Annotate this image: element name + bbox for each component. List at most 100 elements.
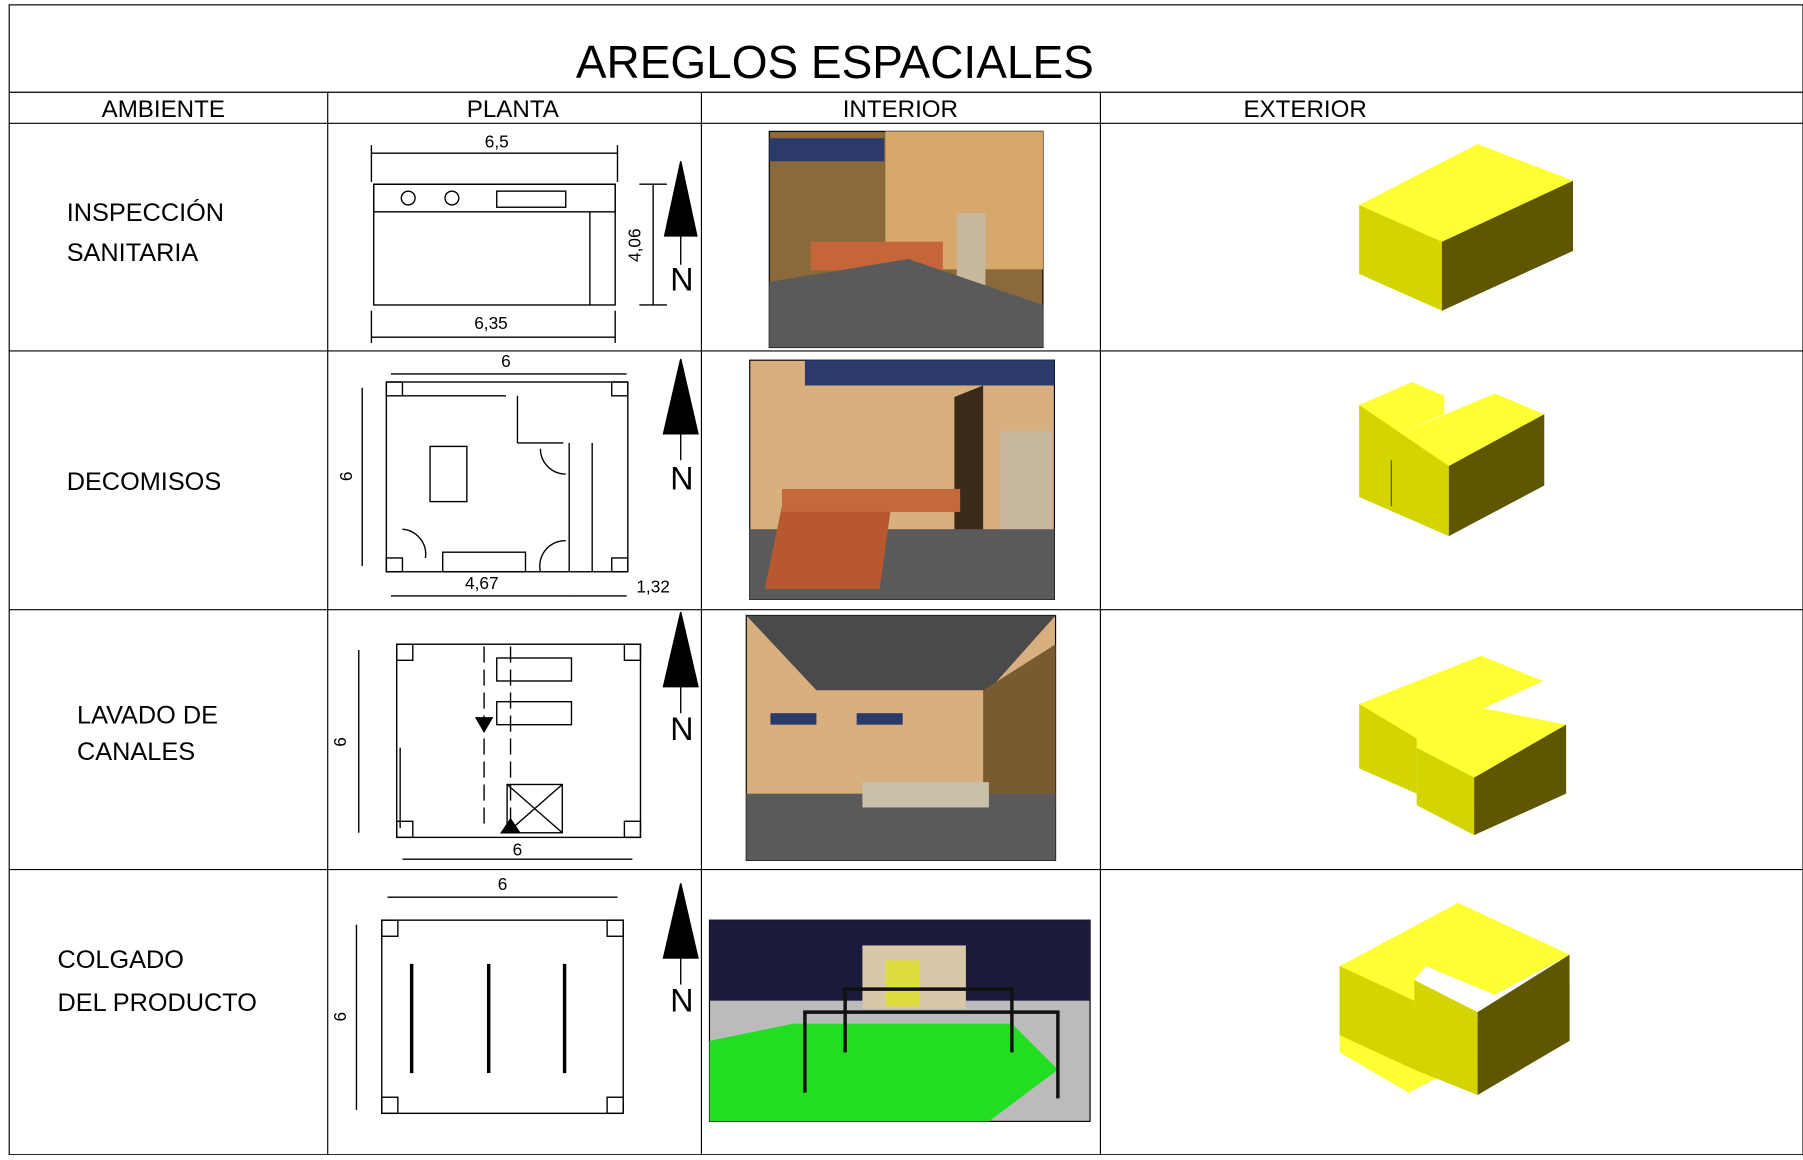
dimension: 1,32 <box>636 576 670 596</box>
polygon-shape <box>662 883 699 959</box>
rect-shape <box>770 713 817 725</box>
rect-shape <box>623 643 642 661</box>
rect-shape <box>804 360 1055 386</box>
polygon-shape <box>1359 204 1442 311</box>
rect-shape <box>429 445 468 503</box>
rect-shape <box>496 700 573 726</box>
dimension: 6 <box>498 874 508 894</box>
polygon-shape <box>1441 180 1574 311</box>
dimension: 4,67 <box>465 573 499 593</box>
polygon-shape <box>1359 405 1449 537</box>
rect-shape <box>381 919 624 1115</box>
rect-shape <box>385 381 404 397</box>
rect-shape <box>781 488 961 512</box>
polygon-shape <box>1416 747 1475 836</box>
polygon-shape <box>662 358 699 435</box>
title: AREGLOS ESPACIALES <box>576 36 1094 88</box>
header: EXTERIOR <box>1243 96 1366 123</box>
rect-shape <box>611 381 629 397</box>
north: N <box>670 261 693 297</box>
rect-shape <box>1000 431 1053 547</box>
dimension: 6,5 <box>485 131 509 151</box>
rect-shape <box>381 919 399 937</box>
rect-shape <box>623 820 642 839</box>
rect-shape <box>606 919 624 937</box>
exterior-volume <box>1359 143 1574 311</box>
rect-shape <box>606 1096 624 1115</box>
rect-shape <box>381 1096 399 1115</box>
room-name: SANITARIA <box>67 239 199 267</box>
room-name: DEL PRODUCTO <box>57 989 256 1017</box>
polygon-shape <box>983 644 1056 806</box>
room-name: DECOMISOS <box>67 468 222 496</box>
polygon-shape <box>500 817 522 834</box>
path-shape <box>539 540 566 572</box>
header: INTERIOR <box>843 96 958 123</box>
polygon-shape <box>764 506 892 589</box>
north: N <box>670 460 693 496</box>
rect-shape <box>496 190 567 208</box>
polygon-shape <box>1339 966 1415 1070</box>
path-shape <box>539 448 566 475</box>
room-name: LAVADO DE <box>77 701 218 729</box>
dimension: 6 <box>501 351 511 371</box>
rect-shape <box>611 557 629 573</box>
exterior-volume <box>1339 902 1570 1095</box>
path-shape <box>402 528 427 559</box>
exterior-volume <box>1359 382 1545 537</box>
exterior-volume <box>1359 655 1567 836</box>
polygon-shape <box>746 615 1056 691</box>
rect-shape <box>396 820 414 839</box>
rect-shape <box>856 713 903 725</box>
interior-render <box>749 359 1056 600</box>
interior-render <box>708 919 1091 1122</box>
floor-plan <box>358 611 699 860</box>
polygon-shape <box>1448 414 1545 537</box>
header: AMBIENTE <box>102 96 225 123</box>
room-name: COLGADO <box>57 946 183 974</box>
rect-shape <box>385 557 404 573</box>
north: N <box>670 711 693 747</box>
rect-shape <box>506 783 563 834</box>
path-shape <box>843 987 1014 1053</box>
room-name: INSPECCIÓN <box>67 198 224 227</box>
polygon-shape <box>663 161 698 237</box>
north: N <box>670 982 693 1018</box>
polygon-shape <box>1359 655 1567 778</box>
line-shape <box>506 783 563 834</box>
rect-shape <box>496 657 573 682</box>
polygon-shape <box>1414 979 1478 1095</box>
rect-shape <box>396 643 414 661</box>
rect-shape <box>373 183 616 213</box>
polygon-shape <box>769 258 1043 348</box>
rect-shape <box>396 643 642 839</box>
circle-shape <box>400 190 416 206</box>
dimension: 6 <box>513 840 523 860</box>
interior-render <box>745 614 1057 861</box>
polygon-shape <box>662 611 699 688</box>
dimension: 6 <box>330 737 350 747</box>
g-shape <box>803 987 1060 1099</box>
polygon-shape <box>474 717 494 733</box>
rect-shape <box>862 782 989 808</box>
rect-shape <box>885 960 920 1007</box>
rect-shape <box>769 138 885 162</box>
dimension: 6 <box>330 1012 350 1022</box>
header: PLANTA <box>467 96 560 123</box>
interior-render <box>768 130 1044 349</box>
floor-plan <box>370 145 698 343</box>
room-name: CANALES <box>77 738 195 766</box>
floor-plan <box>361 358 699 597</box>
polygon-shape <box>1359 703 1417 794</box>
polygon-shape <box>709 1023 1058 1122</box>
dimension: 6 <box>336 472 356 482</box>
floor-plan <box>355 883 699 1115</box>
rect-shape <box>956 212 986 288</box>
path-shape <box>803 1010 1060 1099</box>
circle-shape <box>444 190 460 206</box>
dimension: 6,35 <box>474 313 508 333</box>
polygon-shape <box>1474 724 1567 836</box>
polygon-shape <box>954 385 984 553</box>
